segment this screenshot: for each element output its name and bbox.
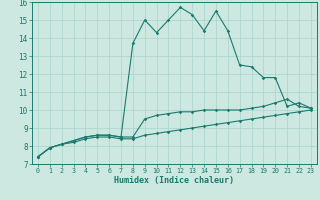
X-axis label: Humidex (Indice chaleur): Humidex (Indice chaleur): [115, 176, 234, 185]
